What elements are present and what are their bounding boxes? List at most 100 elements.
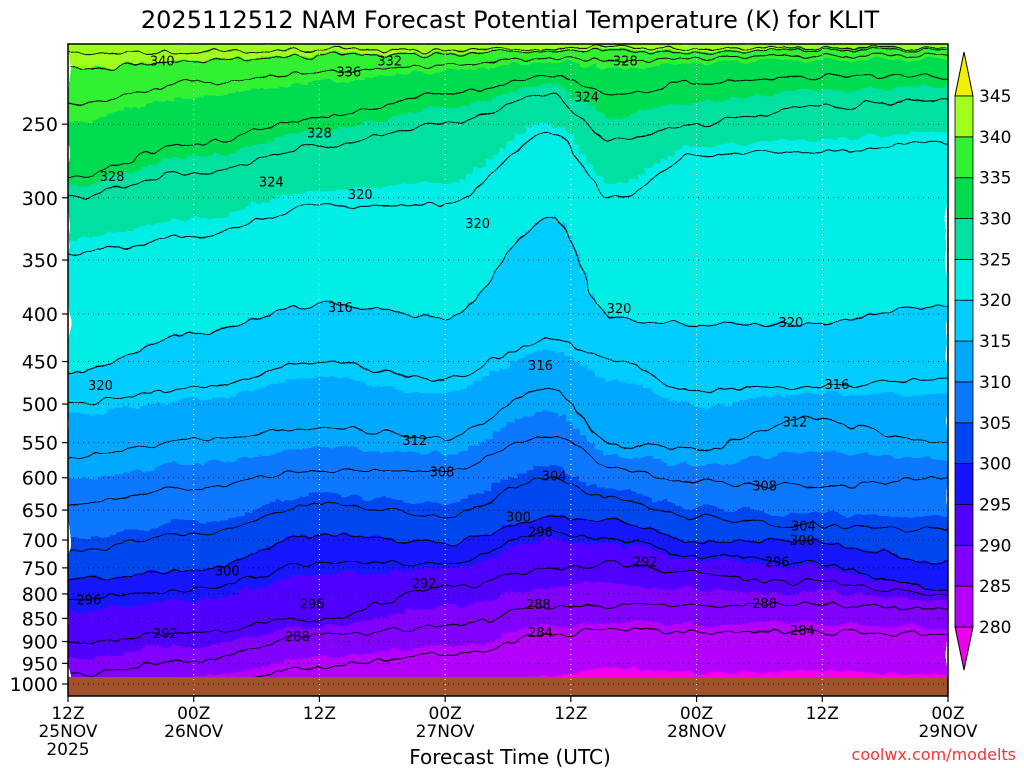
band-cell	[676, 50, 685, 64]
band-cell	[772, 396, 781, 454]
band-cell	[916, 88, 925, 132]
band-cell	[340, 574, 349, 624]
band-cell	[668, 464, 677, 504]
band-cell	[580, 542, 589, 584]
band-cell	[428, 318, 437, 392]
band-cell	[396, 570, 405, 612]
band-cell	[532, 518, 541, 542]
band-cell	[676, 150, 685, 322]
band-cell	[892, 60, 901, 88]
band-cell	[868, 44, 877, 48]
colorbar-label: 325	[979, 250, 1011, 270]
band-cell	[804, 322, 813, 394]
band-cell	[468, 644, 477, 690]
band-cell	[500, 480, 509, 526]
band-cell	[868, 314, 877, 394]
band-cell	[908, 48, 917, 60]
band-cell	[260, 142, 269, 202]
band-cell	[508, 246, 517, 362]
band-cell	[588, 520, 597, 544]
band-cell	[756, 564, 765, 590]
band-cell	[940, 132, 948, 304]
band-cell	[668, 154, 677, 322]
band-cell	[124, 530, 133, 576]
band-cell	[860, 316, 869, 394]
band-cell	[652, 586, 661, 624]
band-cell	[612, 490, 621, 520]
band-cell	[820, 568, 829, 592]
band-cell	[644, 50, 653, 66]
band-cell	[852, 394, 861, 454]
band-cell	[132, 652, 141, 680]
band-cell	[316, 494, 325, 534]
band-cell	[796, 394, 805, 452]
band-cell	[484, 100, 493, 160]
band-cell	[828, 568, 837, 592]
band-cell	[652, 164, 661, 320]
band-cell	[420, 648, 429, 696]
band-cell	[108, 114, 117, 178]
band-cell	[796, 90, 805, 140]
band-cell	[84, 120, 93, 184]
band-cell	[228, 152, 237, 212]
band-cell	[940, 460, 948, 516]
band-cell	[308, 626, 317, 658]
band-cell	[92, 536, 101, 578]
band-cell	[676, 402, 685, 464]
band-cell	[332, 494, 341, 534]
band-cell	[148, 572, 157, 602]
band-cell	[548, 466, 557, 516]
band-cell	[692, 50, 701, 64]
band-cell	[804, 90, 813, 140]
band-cell	[588, 544, 597, 584]
band-cell	[276, 580, 285, 630]
band-cell	[156, 524, 165, 572]
band-cell	[532, 62, 541, 86]
band-cell	[572, 254, 581, 362]
band-cell	[92, 366, 101, 414]
band-cell	[596, 376, 605, 450]
band-cell	[292, 134, 301, 192]
band-cell	[84, 368, 93, 416]
band-cell	[436, 568, 445, 606]
band-cell	[900, 88, 909, 134]
band-cell	[308, 494, 317, 534]
band-cell	[604, 520, 613, 544]
contour-label: 300	[215, 565, 240, 580]
band-cell	[180, 600, 189, 646]
band-cell	[556, 466, 565, 516]
band-cell	[180, 400, 189, 464]
band-cell	[172, 522, 181, 570]
band-cell	[564, 44, 573, 50]
band-cell	[412, 452, 421, 502]
band-cell	[92, 66, 101, 118]
band-cell	[100, 608, 109, 656]
band-cell	[412, 648, 421, 696]
band-cell	[564, 236, 573, 356]
band-cell	[572, 624, 581, 672]
band-cell	[612, 182, 621, 318]
band-cell	[508, 362, 517, 424]
band-cell	[700, 50, 709, 62]
x-tick-label: 12Z	[554, 704, 587, 724]
band-cell	[76, 538, 85, 580]
band-cell	[324, 624, 333, 658]
band-cell	[124, 576, 133, 606]
band-cell	[940, 86, 948, 132]
band-cell	[740, 400, 749, 460]
band-cell	[916, 600, 925, 626]
band-cell	[860, 394, 869, 454]
band-cell	[172, 570, 181, 600]
band-cell	[332, 534, 341, 574]
band-cell	[516, 590, 525, 630]
band-cell	[676, 104, 685, 150]
band-cell	[756, 540, 765, 564]
band-cell	[268, 384, 277, 454]
band-cell	[316, 130, 325, 190]
band-cell	[924, 458, 933, 516]
band-cell	[708, 404, 717, 464]
band-cell	[252, 388, 261, 456]
band-cell	[172, 98, 181, 158]
band-cell	[516, 64, 525, 88]
band-cell	[340, 624, 349, 656]
